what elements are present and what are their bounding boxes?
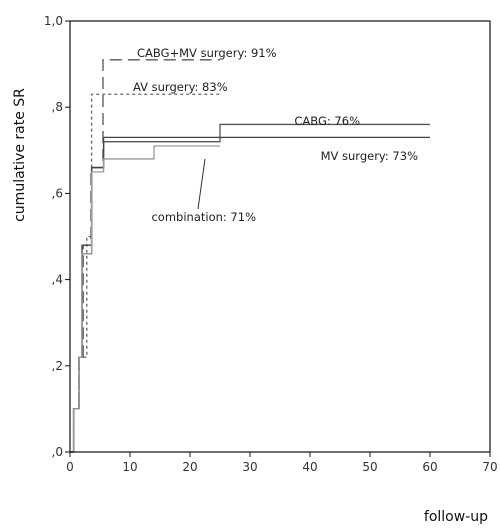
x-tick-label: 30 (242, 460, 257, 474)
x-tick-label: 0 (66, 460, 74, 474)
x-tick-label: 60 (422, 460, 437, 474)
annotation-label: CABG: 76% (294, 114, 360, 128)
annotation-label: CABG+MV surgery: 91% (137, 46, 277, 60)
y-tick-label: ,8 (52, 100, 63, 114)
annotation-leader-line (197, 158, 206, 210)
x-tick-label: 40 (302, 460, 317, 474)
y-tick-label: ,0 (52, 445, 63, 459)
annotation-label: MV surgery: 73% (321, 149, 418, 163)
plot-frame (69, 20, 491, 453)
y-tick-label: 1,0 (44, 14, 63, 28)
series-line-3 (70, 123, 430, 453)
y-axis-title: cumulative rate SR (12, 88, 28, 222)
series-line-2 (70, 93, 220, 453)
x-tick-label: 20 (182, 460, 197, 474)
y-tick-label: ,6 (52, 186, 63, 200)
y-tick-label: ,4 (52, 273, 63, 287)
annotation-label: AV surgery: 83% (133, 80, 228, 94)
y-tick-label: ,2 (52, 359, 63, 373)
x-axis-title: follow-up (424, 509, 488, 525)
series-line-4 (70, 136, 430, 453)
series-line-1 (70, 59, 220, 453)
x-tick-label: 70 (482, 460, 497, 474)
annotation-layer: CABG+MV surgery: 91% AV surgery: 83% CABG:… (133, 46, 418, 224)
series-layer (70, 59, 430, 453)
x-tick-label: 50 (362, 460, 377, 474)
x-tick-label: 10 (122, 460, 137, 474)
series-line-5 (70, 145, 220, 453)
axis-layer: 0 10 20 30 40 50 60 70 ,0 ,2 ,4 ,6 ,8 1,0 follow-up cum… (12, 14, 498, 525)
annotation-label: combination: 71% (151, 210, 256, 224)
